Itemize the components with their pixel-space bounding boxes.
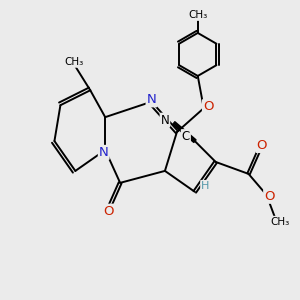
Text: O: O [203,100,214,113]
Text: CH₃: CH₃ [188,10,207,20]
Text: C: C [182,130,190,143]
Text: CH₃: CH₃ [270,217,290,227]
Text: O: O [257,139,267,152]
Text: H: H [201,181,209,191]
Text: O: O [264,190,275,203]
Text: N: N [160,114,169,127]
Text: O: O [103,205,113,218]
Text: N: N [99,146,109,159]
Text: CH₃: CH₃ [64,57,83,67]
Text: N: N [147,93,156,106]
